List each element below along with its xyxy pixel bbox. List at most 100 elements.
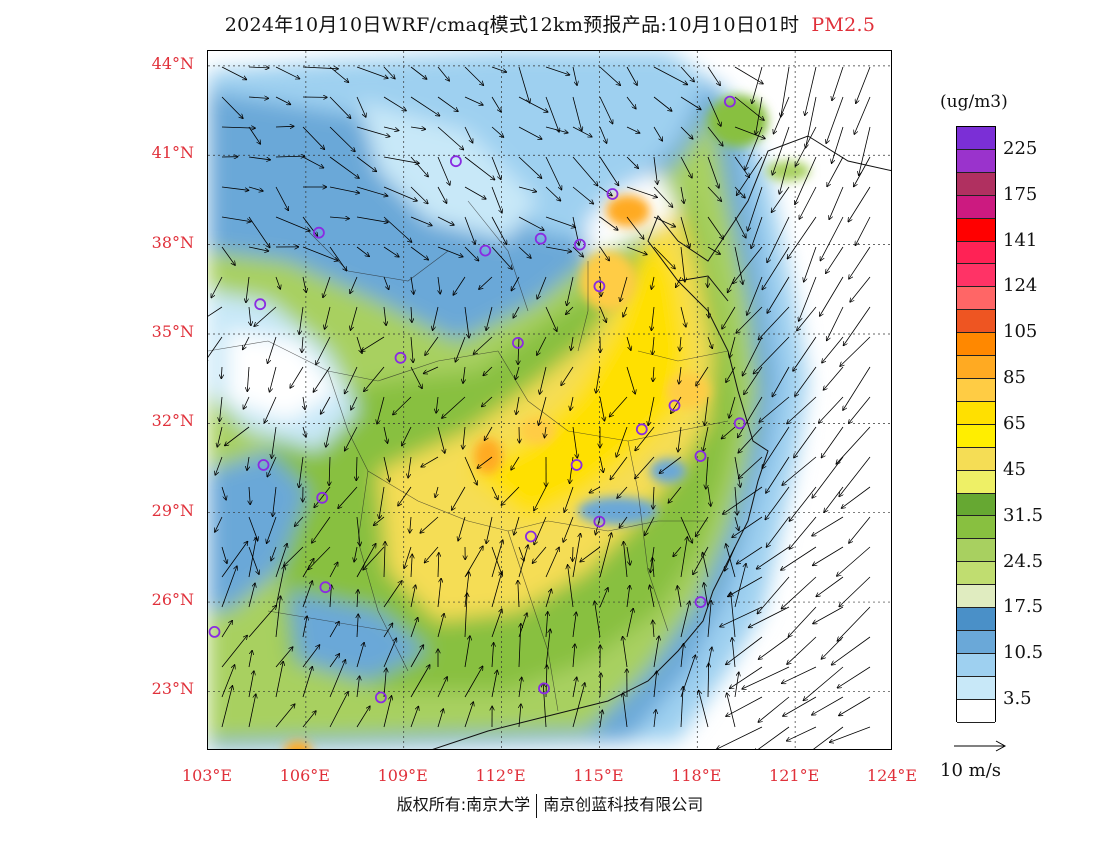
colorbar-cell xyxy=(957,218,995,242)
wind-arrow xyxy=(738,426,763,453)
wind-arrow xyxy=(819,396,844,423)
latitude-label: 41°N xyxy=(151,143,194,163)
wind-arrow xyxy=(781,546,817,570)
wind-arrow xyxy=(742,666,790,689)
species-label: PM2.5 xyxy=(811,14,876,36)
wind-arrow xyxy=(483,366,493,375)
wind-arrow xyxy=(302,711,316,728)
wind-arrow xyxy=(537,276,547,299)
wind-arrow xyxy=(374,516,385,525)
wind-arrow xyxy=(393,396,412,415)
wind-arrow xyxy=(726,366,736,382)
wind-arrow xyxy=(267,456,277,477)
wind-arrow xyxy=(572,186,593,204)
wind-arrow xyxy=(518,336,519,364)
wind-arrow xyxy=(680,516,692,543)
wind-arrow xyxy=(479,276,493,289)
wind-arrow xyxy=(513,306,520,318)
wind-arrow xyxy=(356,156,376,171)
wind-arrow xyxy=(762,426,790,468)
wind-arrow xyxy=(215,456,223,475)
wind-arrow xyxy=(464,246,479,261)
wind-arrow xyxy=(410,186,428,204)
copyright: 版权所有:南京大学 南京创蓝科技有限公司 xyxy=(0,791,1100,818)
wind-arrow xyxy=(249,486,250,504)
wind-arrow xyxy=(849,516,871,543)
wind-arrow xyxy=(680,537,687,578)
colorbar-cell xyxy=(957,241,995,265)
wind-arrow xyxy=(767,516,790,547)
wind-arrow xyxy=(782,456,817,485)
wind-arrow xyxy=(626,336,631,350)
wind-arrow xyxy=(623,693,628,728)
wind-arrow xyxy=(302,645,320,668)
wind-arrow xyxy=(699,691,709,728)
wind-arrow xyxy=(626,186,657,197)
wind-arrow xyxy=(208,306,223,317)
wind-arrow xyxy=(453,276,466,295)
wind-arrow xyxy=(730,666,763,688)
wind-arrow xyxy=(275,544,287,578)
wind-arrow xyxy=(826,96,844,143)
wind-arrow xyxy=(433,306,439,330)
wind-arrow xyxy=(221,566,237,608)
wind-arrow xyxy=(679,366,681,384)
wind-arrow xyxy=(425,546,439,563)
wind-arrow xyxy=(654,710,656,728)
colorbar-cell xyxy=(957,127,995,150)
latitude-label: 38°N xyxy=(151,232,194,252)
wind-arrow xyxy=(248,538,256,578)
wind-arrow xyxy=(410,618,418,638)
wind-arrow xyxy=(491,96,501,112)
wind-arrow xyxy=(572,246,583,257)
wind-arrow xyxy=(437,579,441,608)
wind-arrow xyxy=(501,486,520,505)
wind-arrow xyxy=(545,306,557,331)
wind-arrow xyxy=(329,126,355,151)
colorbar-cell xyxy=(957,172,995,196)
chart-title: 2024年10月10日WRF/cmaq模式12km预报产品:10月10日01时 P… xyxy=(0,10,1100,37)
wind-arrow xyxy=(703,553,709,578)
wind-arrow xyxy=(410,665,430,698)
wind-arrow xyxy=(379,486,385,518)
wind-arrow xyxy=(626,546,630,565)
coastline xyxy=(432,135,891,749)
wind-arrow xyxy=(215,516,223,532)
wind-arrow xyxy=(546,612,548,638)
wind-arrow xyxy=(726,544,736,578)
wind-arrow xyxy=(822,426,844,458)
wind-arrow xyxy=(680,186,684,203)
wind-arrow xyxy=(491,216,507,244)
wind-arrow xyxy=(243,396,250,409)
station-marker xyxy=(593,280,606,293)
wind-arrow xyxy=(707,336,712,348)
wind-arrow xyxy=(572,156,598,186)
wind-arrow xyxy=(221,542,248,578)
wind-arrow xyxy=(772,126,790,175)
wind-arrow xyxy=(323,276,331,297)
colorbar-cell xyxy=(957,447,995,471)
wind-arrow xyxy=(812,456,844,498)
colorbar-cell xyxy=(957,401,995,425)
wind-arrow xyxy=(464,156,495,180)
wind-arrow xyxy=(402,426,412,446)
wind-arrow xyxy=(345,366,358,394)
wind-arrow xyxy=(799,186,817,219)
wind-vectors xyxy=(208,66,871,749)
colorbar-cell xyxy=(957,195,995,219)
wind-arrow xyxy=(534,516,547,545)
wind-arrow xyxy=(329,96,351,118)
wind-arrow xyxy=(268,336,277,363)
wind-arrow xyxy=(705,396,709,425)
wind-arrow xyxy=(410,276,414,294)
wind-arrow xyxy=(624,542,628,578)
colorbar-label: 31.5 xyxy=(1003,504,1044,526)
wind-arrow xyxy=(822,636,844,659)
copyright-separator xyxy=(536,793,538,818)
wind-arrow xyxy=(856,66,871,103)
wind-arrow xyxy=(723,486,763,514)
wind-arrow xyxy=(275,216,310,231)
wind-arrow xyxy=(302,616,307,638)
wind-arrow xyxy=(545,66,569,75)
wind-arrow xyxy=(464,96,483,105)
